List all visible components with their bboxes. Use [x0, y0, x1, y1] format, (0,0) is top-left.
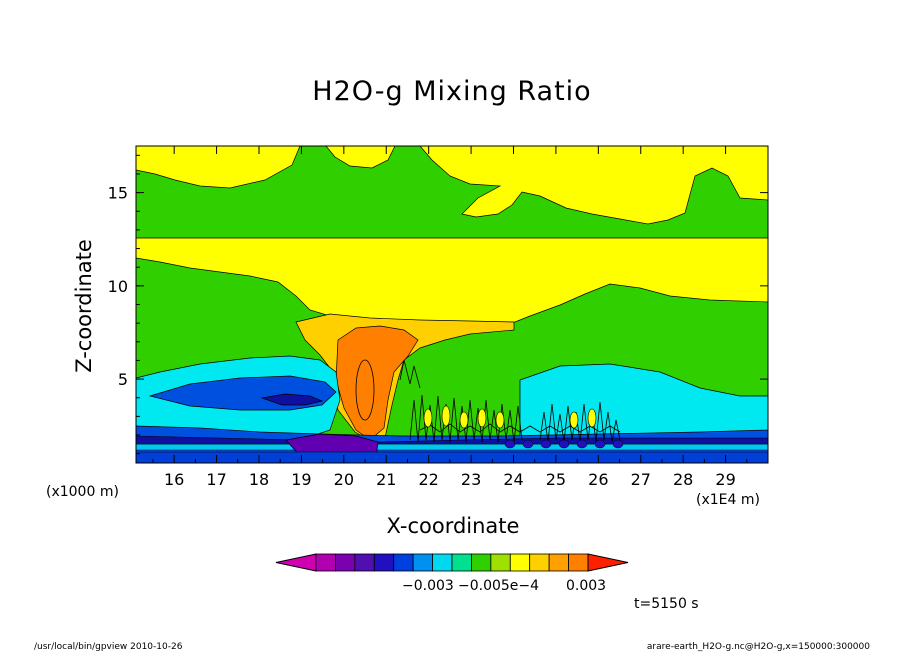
colorbar-swatch	[471, 553, 492, 572]
colorbar-swatch	[412, 553, 433, 572]
footer-left: /usr/local/bin/gpview 2010-10-26	[34, 642, 183, 652]
turbulence-cells	[423, 405, 597, 429]
colorbar-swatch	[373, 553, 395, 572]
x-tick-label: 18	[249, 470, 269, 489]
colorbar	[275, 553, 629, 572]
deep-blue-cells	[504, 439, 624, 449]
colorbar-tick-label: 0.003	[566, 578, 607, 594]
colorbar-swatch	[509, 553, 531, 572]
y-tick-label: 15	[108, 184, 128, 203]
colorbar-swatch	[393, 553, 414, 572]
y-tick-label: 10	[108, 277, 128, 296]
y-tick-label: 5	[118, 370, 128, 389]
colorbar-end-left	[275, 553, 317, 572]
colorbar-swatch	[315, 553, 336, 572]
time-label: t=5150 s	[634, 596, 699, 612]
x-tick-label: 27	[631, 470, 651, 489]
region-yellow-top-mid	[325, 146, 396, 169]
colorbar-swatch	[335, 553, 356, 572]
region-blue-floor	[136, 451, 768, 463]
x-tick-label: 20	[334, 470, 354, 489]
x-tick-label: 19	[291, 470, 311, 489]
x-tick-label: 24	[503, 470, 523, 489]
x-axis-ticks: 16 17 18 19 20 21 22 23 24 25 26 27 28 29	[152, 146, 748, 489]
colorbar-swatch	[548, 553, 569, 572]
x-scale-label: (x1E4 m)	[696, 492, 760, 508]
colorbar-swatch	[490, 553, 511, 572]
colorbar-end-right	[587, 553, 629, 572]
colorbar-swatch	[451, 553, 472, 572]
colorbar-tick-label: −0.005e−4	[458, 578, 540, 594]
colorbar-swatch	[529, 553, 550, 572]
x-tick-label: 16	[164, 470, 184, 489]
region-orange	[335, 325, 419, 441]
x-tick-label: 17	[206, 470, 226, 489]
region-cyan-strip	[136, 443, 768, 451]
x-tick-label: 22	[418, 470, 438, 489]
x-tick-label: 29	[715, 470, 735, 489]
x-tick-label: 23	[461, 470, 481, 489]
colorbar-tick-label: −0.003	[402, 578, 454, 594]
region-yellow-top-left	[136, 146, 301, 189]
y-axis-ticks: 5 10 15	[108, 154, 768, 455]
chart-title: H2O-g Mixing Ratio	[312, 76, 592, 107]
colorbar-swatch	[568, 553, 589, 572]
region-orange-core	[355, 359, 375, 421]
colorbar-swatch	[354, 553, 375, 572]
region-yellow-top-right	[419, 146, 768, 225]
x-tick-label: 28	[673, 470, 693, 489]
region-dark-blue-lens	[260, 393, 324, 406]
x-tick-label: 25	[546, 470, 566, 489]
colorbar-swatch	[432, 553, 453, 572]
x-tick-label: 21	[376, 470, 396, 489]
contour-fill-regions	[136, 146, 768, 463]
x-unit-label: (x1000 m)	[46, 484, 119, 500]
footer-right: arare-earth_H2O-g.nc@H2O-g,x=150000:3000…	[646, 642, 870, 652]
x-tick-label: 26	[588, 470, 608, 489]
x-axis-label: X-coordinate	[386, 514, 520, 538]
